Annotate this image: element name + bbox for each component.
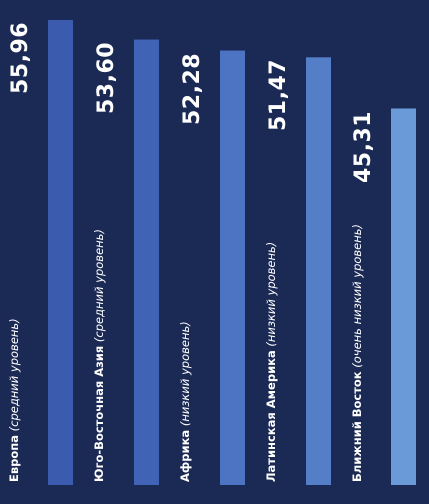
category-name: Юго-Восточная Азия xyxy=(92,345,106,482)
category-label-2: Юго-Восточная Азия (средний уровень) xyxy=(92,229,106,482)
category-label-4: Латинская Америка (низкий уровень) xyxy=(264,242,278,482)
bar-5 xyxy=(391,108,416,485)
category-note: (средний уровень) xyxy=(7,318,21,432)
category-label-3: Африка (низкий уровень) xyxy=(178,321,192,482)
category-label-1: Европа (средний уровень) xyxy=(7,318,21,482)
category-note: (очень низкий уровень) xyxy=(350,223,364,368)
value-label-2: 53,60 xyxy=(94,41,119,114)
bar-4 xyxy=(306,57,331,485)
category-name: Ближний Восток xyxy=(350,371,364,482)
value-label-1: 55,96 xyxy=(8,21,33,95)
category-name: Африка xyxy=(178,429,192,482)
bar-2 xyxy=(134,39,159,486)
category-note: (средний уровень) xyxy=(92,229,106,343)
value-label-4: 51,47 xyxy=(266,59,291,132)
category-note: (низкий уровень) xyxy=(178,321,192,427)
category-name: Латинская Америка xyxy=(264,350,278,482)
bar-1 xyxy=(48,19,73,485)
bar-3 xyxy=(220,50,245,486)
value-label-5: 45,31 xyxy=(351,110,376,183)
category-note: (низкий уровень) xyxy=(264,241,278,347)
value-label-3: 52,28 xyxy=(180,52,205,125)
category-label-5: Ближний Восток (очень низкий уровень) xyxy=(350,224,364,482)
category-name: Европа xyxy=(7,435,21,482)
